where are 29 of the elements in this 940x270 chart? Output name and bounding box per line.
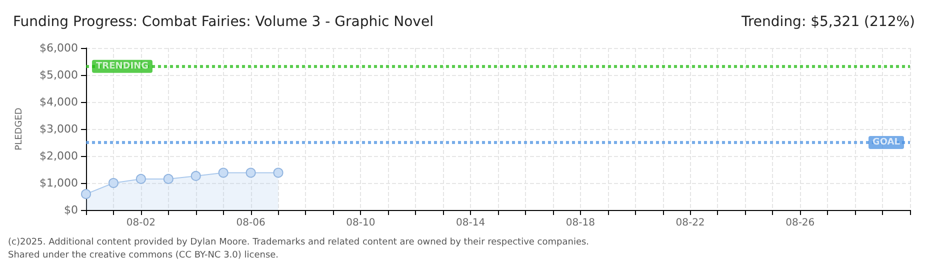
chart-subtitle: Trending: $5,321 (212%) xyxy=(740,14,916,30)
y-tick-label: $6,000 xyxy=(40,42,78,54)
x-tick-label: 08-18 xyxy=(566,218,595,228)
chart-title: Funding Progress: Combat Fairies: Volume 3 - Graphic Novel xyxy=(13,14,434,30)
ref-line-label: GOAL xyxy=(872,138,900,148)
text: (c)2025. Additional content provided by Dylan Moore. Trademarks and related content are owned by their respective companies. xyxy=(8,238,590,248)
point xyxy=(218,168,228,178)
y-tick-label: $2,000 xyxy=(40,150,78,162)
x-tick-label: 08-06 xyxy=(236,218,266,228)
x-tick-label: 08-02 xyxy=(126,218,156,228)
text: Shared under the creative commons (CC BY-NC 3.0) license. xyxy=(8,250,279,260)
ref-line-label: TRENDING xyxy=(96,61,148,72)
y-tick-label: $5,000 xyxy=(40,68,78,82)
point xyxy=(190,170,201,181)
y-tick-label: $0 xyxy=(64,204,78,216)
y-tick-label: $4,000 xyxy=(40,96,78,108)
x-tick-label: 08-10 xyxy=(346,218,376,228)
point xyxy=(273,168,284,178)
point xyxy=(246,168,256,178)
point xyxy=(163,174,174,184)
point xyxy=(81,189,91,200)
point xyxy=(108,178,118,188)
y-tick-label: $3,000 xyxy=(40,122,78,136)
x-tick-label: 08-22 xyxy=(676,218,705,228)
point xyxy=(136,174,146,184)
x-tick-label: 08-14 xyxy=(456,218,486,228)
y-tick-label: $1,000 xyxy=(40,176,78,190)
x-tick-label: 08-26 xyxy=(786,218,815,228)
y-axis-title: PLEDGED xyxy=(14,108,24,150)
